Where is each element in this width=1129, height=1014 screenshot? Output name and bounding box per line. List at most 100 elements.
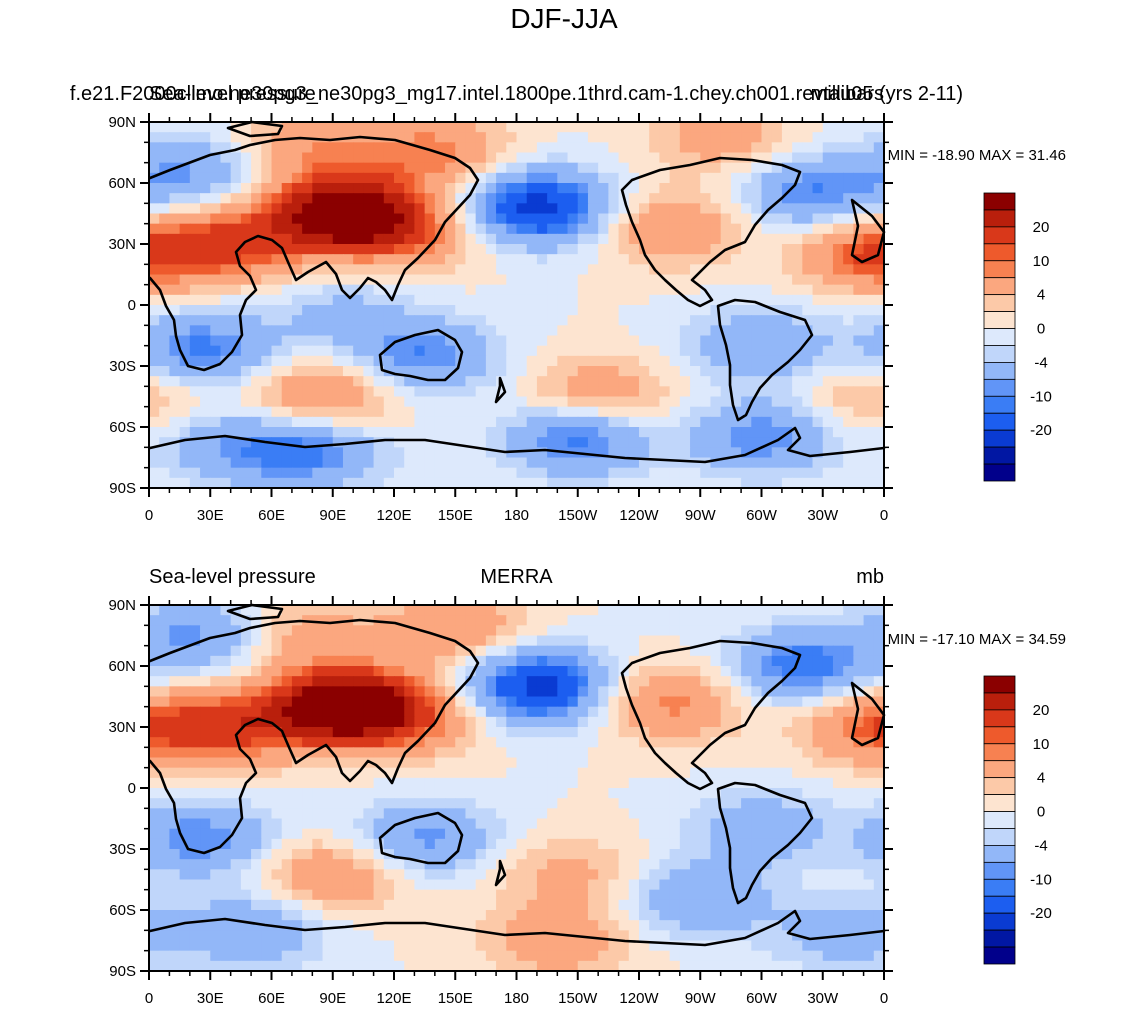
field-cell <box>812 203 824 215</box>
field-cell <box>394 264 405 276</box>
field-cell <box>506 676 518 687</box>
field-cell <box>741 132 752 143</box>
field-cell <box>730 305 742 316</box>
field-cell <box>475 635 487 647</box>
field-cell <box>730 645 742 657</box>
field-cell <box>424 437 436 448</box>
field-cell <box>832 406 844 418</box>
field-cell <box>873 655 885 667</box>
field-cell <box>200 315 211 326</box>
field-cell <box>200 406 211 418</box>
field-cell <box>445 447 456 459</box>
field-cell <box>342 788 354 799</box>
field-cell <box>230 427 242 438</box>
field-cell <box>720 366 732 377</box>
field-cell <box>251 132 262 143</box>
field-cell <box>455 223 467 235</box>
field-cell <box>761 676 773 687</box>
field-cell <box>353 162 364 174</box>
field-cell <box>639 264 650 276</box>
field-cell <box>761 294 773 306</box>
field-cell <box>169 605 181 616</box>
field-cell <box>455 696 467 708</box>
field-cell <box>291 284 303 296</box>
field-cell <box>690 808 701 820</box>
field-cell <box>465 666 477 677</box>
field-cell <box>220 767 232 779</box>
field-cell <box>690 213 701 225</box>
field-cell <box>465 233 477 245</box>
field-cell <box>598 172 609 184</box>
field-cell <box>587 645 599 657</box>
field-cell <box>271 203 283 215</box>
field-cell <box>445 859 456 870</box>
field-cell <box>843 152 854 164</box>
field-cell <box>526 686 538 698</box>
field-cell <box>822 899 834 911</box>
field-cell <box>781 899 793 911</box>
field-cell <box>771 615 783 626</box>
field-cell <box>149 345 160 357</box>
field-cell <box>404 706 416 718</box>
field-cell <box>322 315 334 326</box>
field-cell <box>547 284 558 296</box>
field-cell <box>230 910 242 921</box>
field-cell <box>373 889 385 901</box>
field-cell <box>261 635 273 647</box>
field-cell <box>802 716 814 728</box>
field-cell <box>792 416 803 428</box>
field-cell <box>332 325 344 337</box>
field-cell <box>169 879 181 891</box>
field-cell <box>210 869 222 881</box>
field-cell <box>730 366 742 377</box>
field-cell <box>230 183 242 194</box>
field-cell <box>169 183 181 194</box>
field-cell <box>251 676 262 687</box>
field-cell <box>628 345 640 357</box>
field-cell <box>322 706 334 718</box>
field-cell <box>312 788 324 799</box>
field-cell <box>649 808 661 820</box>
field-cell <box>210 376 222 387</box>
field-cell <box>200 264 211 276</box>
field-cell <box>690 849 701 860</box>
field-cell <box>363 305 375 316</box>
field-cell <box>812 223 824 235</box>
field-cell <box>863 849 875 860</box>
field-cell <box>751 666 763 677</box>
field-cell <box>557 706 569 718</box>
field-cell <box>159 416 171 428</box>
field-cell <box>230 223 242 235</box>
field-cell <box>587 122 599 133</box>
field-cell <box>210 686 222 698</box>
field-cell <box>567 605 579 616</box>
field-cell <box>291 457 303 469</box>
field-cell <box>587 427 599 438</box>
field-cell <box>659 696 671 708</box>
field-cell <box>669 615 681 626</box>
field-cell <box>802 615 814 626</box>
field-cell <box>547 305 558 316</box>
field-cell <box>169 406 181 418</box>
field-cell <box>332 716 344 728</box>
field-cell <box>536 152 548 164</box>
field-cell <box>475 615 487 626</box>
field-cell <box>189 696 201 708</box>
field-cell <box>812 457 824 469</box>
field-cell <box>587 254 599 265</box>
field-cell <box>618 706 630 718</box>
field-cell <box>445 355 456 367</box>
field-cell <box>710 162 722 174</box>
field-cell <box>465 305 477 316</box>
field-cell <box>741 305 752 316</box>
field-cell <box>373 315 385 326</box>
field-cell <box>812 315 824 326</box>
field-cell <box>690 457 701 469</box>
field-cell <box>445 666 456 677</box>
field-cell <box>342 605 354 616</box>
field-cell <box>149 920 160 931</box>
field-cell <box>802 838 814 850</box>
field-cell <box>189 284 201 296</box>
field-cell <box>536 213 548 225</box>
field-cell <box>710 274 722 286</box>
